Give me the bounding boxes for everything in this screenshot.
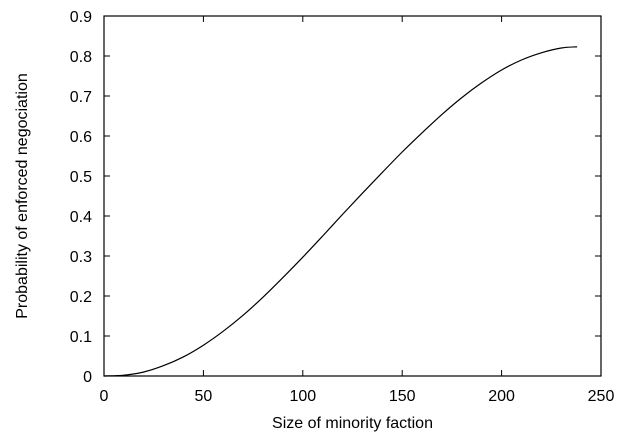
y-tick-label: 0.5	[70, 169, 92, 186]
axis-ticks	[103, 15, 602, 377]
x-tick-label: 200	[488, 388, 515, 405]
y-tick-label: 0	[83, 369, 92, 386]
series-line	[103, 46, 578, 377]
x-axis-label: Size of minority faction	[272, 415, 433, 432]
y-tick-label: 0.4	[70, 209, 92, 226]
y-tick-label: 0.7	[70, 89, 92, 106]
x-tick-label: 100	[289, 388, 316, 405]
x-tick-label: 0	[100, 388, 109, 405]
y-tick-label: 0.8	[70, 49, 92, 66]
y-tick-label: 0.6	[70, 129, 92, 146]
plot-frame	[103, 15, 602, 377]
x-tick-label: 150	[389, 388, 416, 405]
y-tick-label: 0.1	[70, 329, 92, 346]
y-tick-label: 0.3	[70, 249, 92, 266]
x-tick-label: 50	[195, 388, 213, 405]
x-tick-label: 250	[588, 388, 615, 405]
axis-tick-labels: 0 50 100 150 200 250 0 0.1 0.2 0.3 0.4 0.5 0.6 0.7 0.8…	[70, 9, 615, 405]
y-tick-label: 0.9	[70, 9, 92, 26]
y-axis-label: Probability of enforced negociation	[14, 73, 31, 319]
y-tick-label: 0.2	[70, 289, 92, 306]
